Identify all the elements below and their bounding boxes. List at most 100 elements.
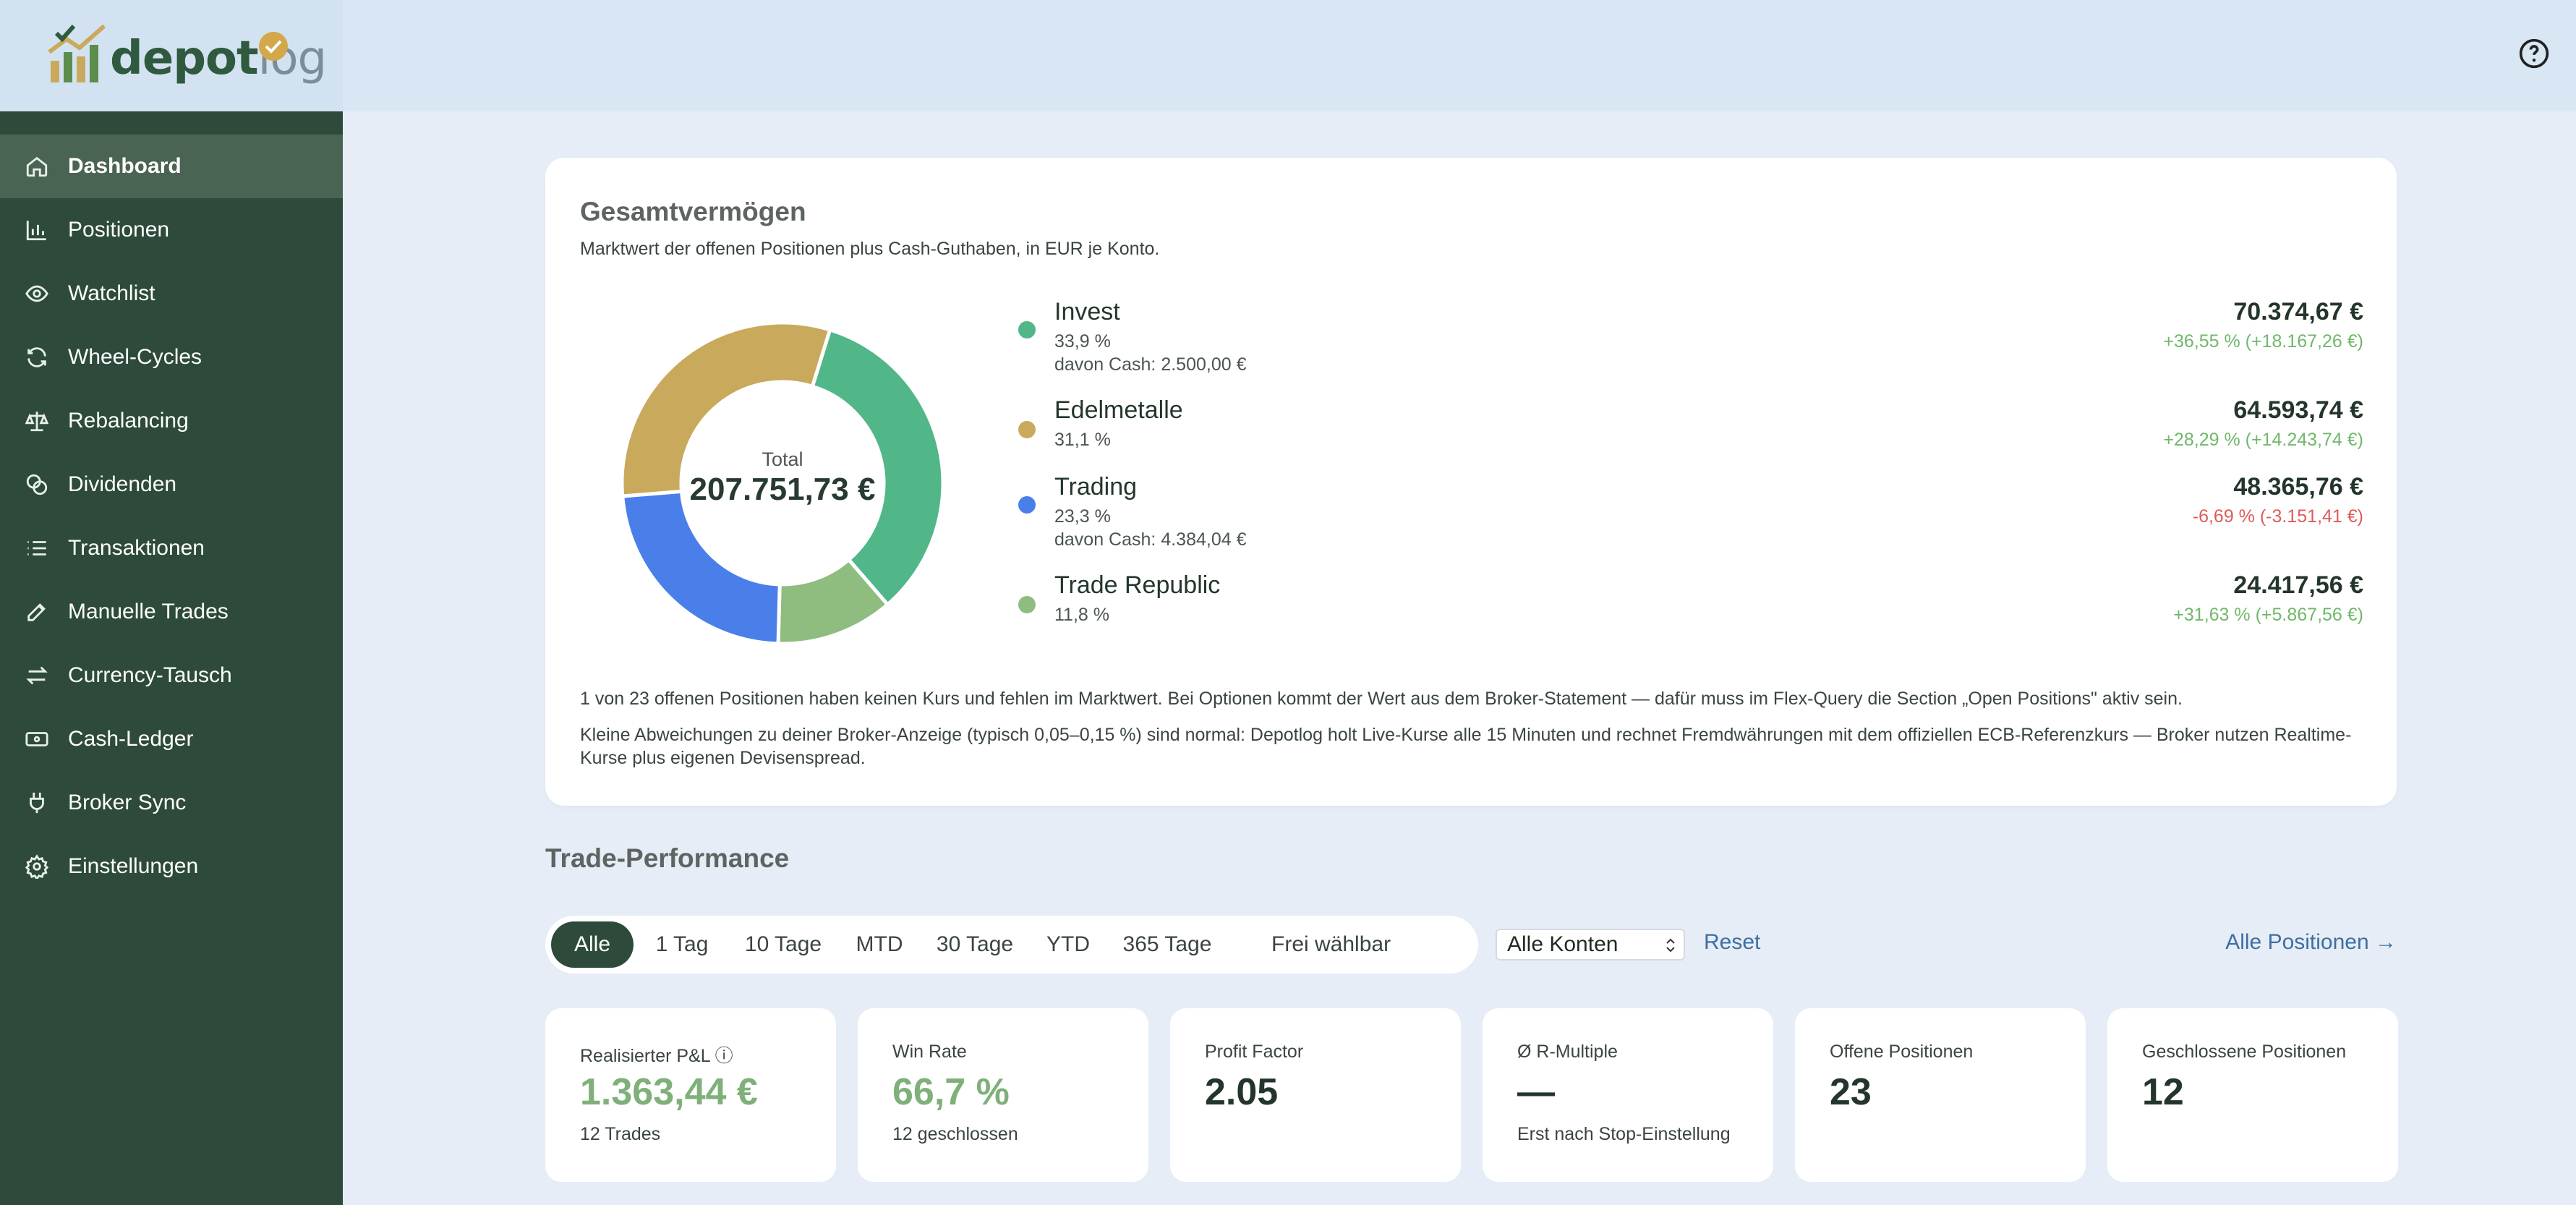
sidebar-item-wheel-cycles[interactable]: Wheel-Cycles (0, 325, 343, 389)
account-change: -6,69 % (-3.151,41 €) (2192, 506, 2363, 527)
stat-value: 2.05 (1205, 1071, 1279, 1113)
account-share: 33,9 % (1054, 331, 1111, 352)
account-name: Trade Republic (1054, 571, 1221, 599)
sidebar-item-transaktionen[interactable]: Transaktionen (0, 516, 343, 580)
stat-label: Profit Factor (1205, 1042, 1304, 1062)
sidebar-item-broker-sync[interactable]: Broker Sync (0, 771, 343, 835)
account-change: +31,63 % (+5.867,56 €) (2173, 605, 2363, 625)
filter-30-tage[interactable]: 30 Tage (936, 932, 1014, 956)
donut-slice-invest[interactable] (810, 327, 945, 608)
sidebar-item-label: Watchlist (68, 281, 155, 305)
account-select[interactable]: Alle Konten (1496, 929, 1685, 961)
donut-slice-trading[interactable] (620, 489, 782, 646)
sidebar-item-watchlist[interactable]: Watchlist (0, 262, 343, 325)
stat-card-profit-factor: Profit Factor 2.05 (1170, 1008, 1461, 1182)
logo-area: depotlog (0, 0, 343, 111)
stat-label: Offene Positionen (1830, 1042, 1974, 1062)
account-name: Trading (1054, 473, 1138, 501)
sidebar-item-label: Einstellungen (68, 854, 199, 878)
sidebar-item-rebalancing[interactable]: Rebalancing (0, 389, 343, 453)
account-row-invest[interactable]: Invest 33,9 % davon Cash: 2.500,00 € 70.… (1018, 298, 2363, 378)
scale-icon (25, 409, 49, 433)
depotlog-logo[interactable]: depotlog (46, 19, 327, 91)
donut-total-value: 207.751,73 € (689, 472, 876, 507)
account-share: 11,8 % (1054, 605, 1109, 625)
stat-sub: 12 Trades (580, 1124, 661, 1144)
account-row-trading[interactable]: Trading 23,3 % davon Cash: 4.384,04 € 48… (1018, 473, 2363, 553)
bar-chart-icon (25, 218, 49, 242)
filter-1-tag[interactable]: 1 Tag (655, 932, 709, 956)
select-arrows-icon (1666, 938, 1675, 953)
account-value: 48.365,76 € (2233, 473, 2363, 501)
stat-card-win-rate: Win Rate 66,7 % 12 geschlossen (858, 1008, 1148, 1182)
account-value: 70.374,67 € (2233, 298, 2363, 325)
stat-card-r-multiple: Ø R-Multiple — Erst nach Stop-Einstellun… (1483, 1008, 1773, 1182)
verified-badge-icon (259, 32, 288, 61)
card-title: Gesamtvermögen (580, 197, 806, 226)
account-value: 24.417,56 € (2233, 571, 2363, 599)
sidebar-item-label: Rebalancing (68, 409, 189, 433)
account-share: 31,1 % (1054, 430, 1111, 450)
gear-icon (25, 854, 49, 881)
account-row-trade-republic[interactable]: Trade Republic 11,8 % 24.417,56 € +31,63… (1018, 571, 2363, 629)
deviation-note: Kleine Abweichungen zu deiner Broker-Anz… (580, 725, 2352, 768)
reset-button[interactable]: Reset (1704, 930, 1761, 954)
sidebar-item-label: Transaktionen (68, 536, 205, 560)
sidebar-item-label: Broker Sync (68, 791, 187, 814)
trade-performance-title: Trade-Performance (545, 843, 790, 873)
legend-dot (1018, 496, 1036, 514)
stat-card-realized-pnl: Realisierter P&L ⓘ 1.363,44 € 12 Trades (545, 1008, 836, 1182)
stat-label: Geschlossene Positionen (2142, 1042, 2347, 1062)
period-filter-group: Alle 1 Tag 10 Tage MTD 30 Tage YTD 365 T… (545, 916, 1478, 974)
sidebar-item-positionen[interactable]: Positionen (0, 198, 343, 262)
filter-frei-waehlbar[interactable]: Frei wählbar (1271, 932, 1391, 956)
stat-value: 12 (2142, 1071, 2184, 1113)
stat-value: 1.363,44 € (580, 1071, 758, 1113)
refresh-icon (25, 345, 49, 370)
account-cash: davon Cash: 4.384,04 € (1054, 529, 1247, 550)
legend-dot (1018, 596, 1036, 613)
eye-icon (25, 281, 49, 306)
stat-card-closed-positions: Geschlossene Positionen 12 (2107, 1008, 2398, 1182)
sidebar-item-dashboard[interactable]: Dashboard (0, 135, 343, 198)
stat-sub: Erst nach Stop-Einstellung (1517, 1124, 1731, 1144)
sidebar-item-label: Positionen (68, 218, 170, 242)
sidebar-item-label: Currency-Tausch (68, 663, 232, 687)
filter-365-tage[interactable]: 365 Tage (1122, 932, 1212, 956)
list-icon (25, 536, 49, 561)
logo-text: depotlog (110, 32, 327, 85)
account-row-edelmetalle[interactable]: Edelmetalle 31,1 % 64.593,74 € +28,29 % … (1018, 396, 2363, 454)
legend-dot (1018, 421, 1036, 438)
stat-label: Ø R-Multiple (1517, 1042, 1618, 1062)
plug-icon (25, 791, 49, 815)
sidebar-item-dividenden[interactable]: Dividenden (0, 453, 343, 516)
home-icon (25, 154, 49, 179)
account-name: Invest (1054, 298, 1120, 325)
filter-mtd[interactable]: MTD (856, 932, 903, 956)
sidebar-item-currency-tausch[interactable]: Currency-Tausch (0, 644, 343, 707)
help-icon[interactable] (2518, 38, 2550, 69)
donut-slice-edelmetalle[interactable] (620, 320, 832, 498)
pencil-icon (25, 600, 49, 624)
stat-value: 66,7 % (892, 1071, 1010, 1113)
stat-value: 23 (1830, 1071, 1872, 1113)
top-bar (343, 0, 2576, 111)
account-cash: davon Cash: 2.500,00 € (1054, 354, 1247, 375)
filter-alle[interactable]: Alle (551, 921, 634, 968)
allocation-donut-chart (620, 320, 945, 646)
account-select-value: Alle Konten (1507, 932, 1618, 956)
sidebar-item-manuelle-trades[interactable]: Manuelle Trades (0, 580, 343, 644)
account-name: Edelmetalle (1054, 396, 1183, 424)
stat-label: Realisierter P&L ⓘ (580, 1046, 733, 1066)
swap-icon (25, 663, 49, 688)
legend-dot (1018, 321, 1036, 338)
filter-10-tage[interactable]: 10 Tage (744, 932, 822, 956)
filter-ytd[interactable]: YTD (1046, 932, 1090, 956)
sidebar-item-einstellungen[interactable]: Einstellungen (0, 835, 343, 898)
sidebar-item-cash-ledger[interactable]: Cash-Ledger (0, 707, 343, 771)
sidebar-item-label: Wheel-Cycles (68, 345, 202, 369)
all-positions-link[interactable]: Alle Positionen → (2225, 930, 2397, 954)
sidebar-item-label: Cash-Ledger (68, 727, 194, 751)
banknote-icon (25, 727, 49, 751)
sidebar-item-label: Dividenden (68, 472, 177, 496)
